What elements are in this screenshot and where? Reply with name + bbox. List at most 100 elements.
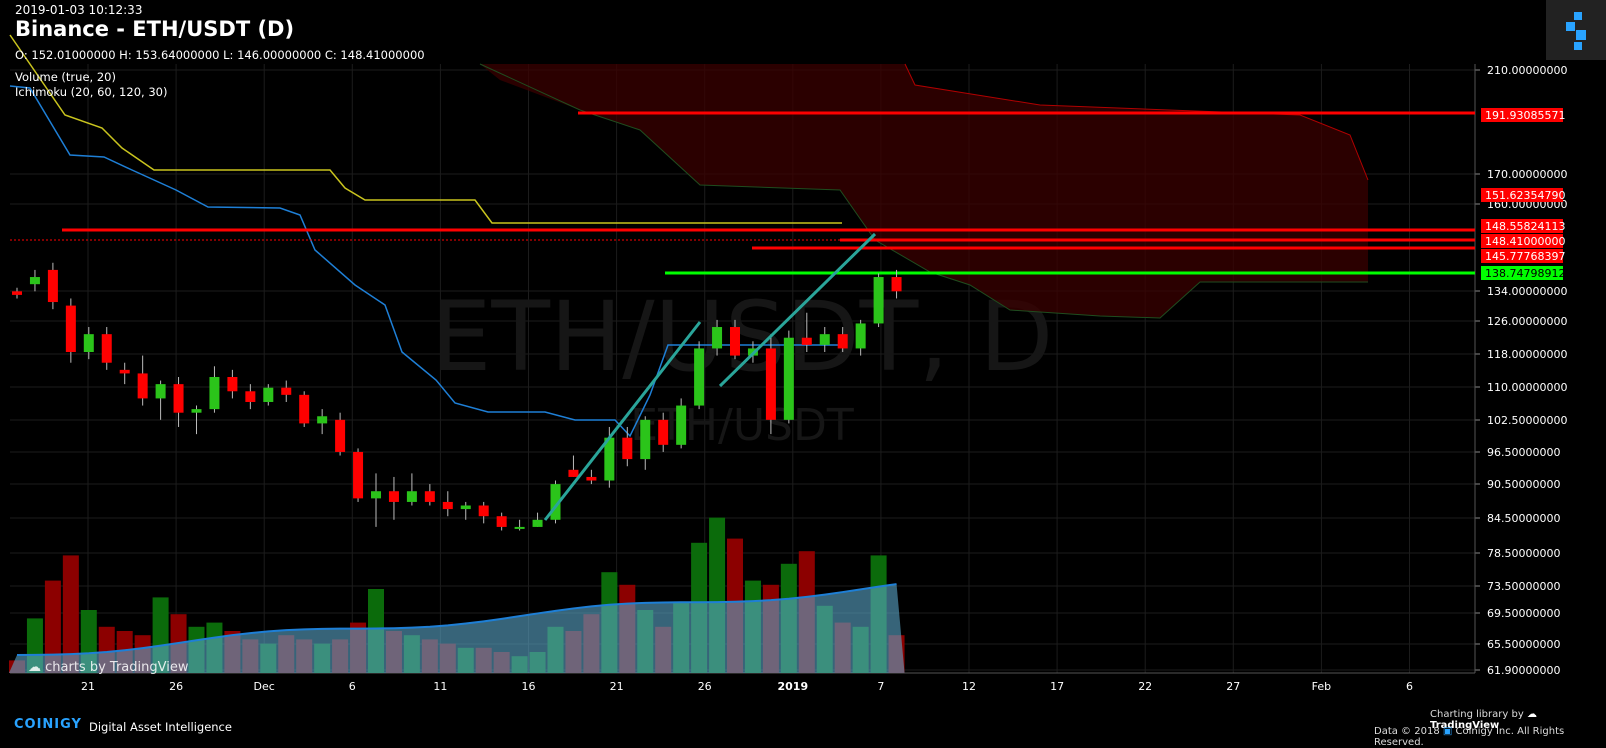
candle-body [676,405,687,445]
chart-datetime: 2019-01-03 10:12:33 [15,3,143,17]
candle-body [873,277,884,324]
candle-body [317,416,328,424]
indicator-ichimoku-label[interactable]: Ichimoku (20, 60, 120, 30) [15,85,168,99]
candle-body [101,334,112,363]
candle-body [83,334,94,353]
price-label: 148.41000000 [1485,235,1565,248]
footer-charting-library[interactable]: Charting library by ☁ TradingView [1430,709,1606,731]
tradingview-link-text: TradingView [1430,720,1500,731]
price-label-bg [1481,188,1563,202]
price-label-bg [1481,249,1563,263]
candle-body [478,505,489,517]
candle-body [891,277,902,292]
x-tick-label: 26 [169,680,183,693]
candle-body [550,484,561,520]
y-tick-label: 65.50000000 [1487,638,1560,651]
x-tick-label: 21 [610,680,624,693]
candle-body [442,501,453,510]
price-label-bg [1481,266,1563,280]
candle-body [460,505,471,510]
x-tick-label: 26 [698,680,712,693]
price-label-bg [1481,108,1563,122]
y-tick-label: 69.50000000 [1487,607,1560,620]
candle-body [855,323,866,349]
candle-body [353,451,364,499]
coinigy-small-icon: ▣ [1442,726,1453,737]
y-tick-label: 126.00000000 [1487,315,1567,328]
price-label: 151.62354790 [1485,189,1565,202]
candle-body [532,519,543,527]
ohlc-readout: O: 152.01000000 H: 153.64000000 L: 146.0… [15,48,425,62]
price-label: 191.93085571 [1485,109,1565,122]
candle-body [622,437,633,460]
volume-bar [44,580,61,673]
candle-body [801,337,812,345]
candle-body [514,526,525,529]
y-tick-label: 61.90000000 [1487,664,1560,677]
candle-body [263,387,274,402]
indicator-volume-label[interactable]: Volume (true, 20) [15,70,116,84]
y-tick-label: 78.50000000 [1487,547,1560,560]
tradingview-link[interactable]: ☁ TradingView [1430,709,1537,731]
footer-tagline: Digital Asset Intelligence [89,720,232,734]
candle-body [245,391,256,402]
candle-body [586,476,597,481]
coinigy-logo-icon [1546,0,1606,60]
x-tick-label: 12 [962,680,976,693]
volume-ma-area [9,584,905,673]
x-tick-label: 16 [522,680,536,693]
y-tick-label: 210.00000000 [1487,64,1567,77]
candle-body [640,419,651,460]
candle-body [155,384,166,399]
candle-body [137,373,148,399]
candle-body [568,469,579,477]
price-label-bg [1481,234,1563,248]
candle-body [12,291,22,295]
copyright-prefix: Data © 2018 [1374,726,1440,737]
volume-bar [62,555,79,673]
candle-body [712,327,723,349]
candle-body [604,437,615,481]
candle-body [47,269,58,303]
price-label: 148.55824113 [1485,220,1565,233]
candle-body [730,327,740,356]
candle-body [694,348,705,406]
candle-body [227,376,238,392]
candle-body [658,419,669,445]
x-tick-label: 22 [1138,680,1152,693]
y-tick-label: 134.00000000 [1487,285,1567,298]
y-tick-label: 102.50000000 [1487,414,1567,427]
y-tick-label: 96.50000000 [1487,446,1560,459]
candle-body [335,419,346,452]
candle-body [29,277,40,285]
watermark-main: ETH/USDT, D [431,281,1054,393]
trend-line [543,321,702,521]
footer-brand: COINIGY [14,717,82,732]
candle-body [406,491,417,502]
x-tick-label: 17 [1050,680,1064,693]
candle-body [209,376,220,410]
volume-ma-line [16,583,897,656]
candle-body [191,409,202,413]
candle-body [65,305,76,353]
candle-body [281,387,292,395]
x-tick-label: 11 [433,680,447,693]
candle-body [299,394,310,424]
chart-title: Binance - ETH/USDT (D) [15,17,295,41]
charting-library-label: Charting library by [1430,709,1524,720]
price-label-bg [1481,219,1563,233]
footer-copyright: Data © 2018 ▣ Coinigy Inc. All Rights Re… [1374,726,1606,748]
x-tick-label: 21 [81,680,95,693]
ichimoku-cloud [480,64,1368,318]
x-tick-label: 7 [877,680,884,693]
ichimoku-span-a [904,63,1369,181]
price-label: 145.77768397 [1485,250,1565,263]
x-tick-label: 2019 [777,680,808,693]
tradingview-watermark: ☁ charts by TradingView [28,660,189,675]
candle-body [496,516,507,527]
candle-body [765,348,776,420]
x-tick-label: 6 [1406,680,1413,693]
y-tick-label: 110.00000000 [1487,381,1567,394]
price-label: 138.74798912 [1485,267,1565,280]
